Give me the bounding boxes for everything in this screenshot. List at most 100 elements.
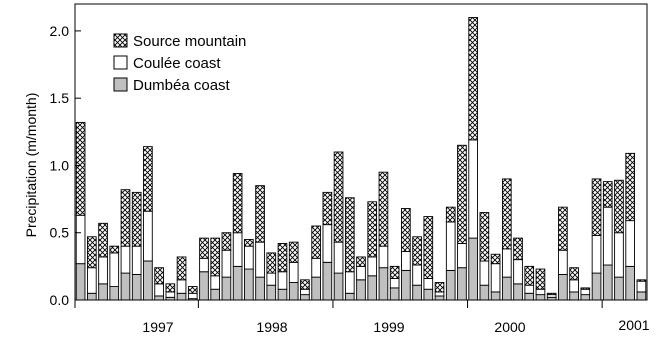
bar-segment-1-20	[300, 288, 310, 296]
bar-segment-1-29	[401, 251, 411, 271]
tick-labels: 0.0 0.5 1.0 1.5 2.0 1997 1998 1999 2000 2001	[50, 23, 650, 335]
bar-segment-1-14	[232, 232, 243, 267]
bar-segment-1-1	[86, 267, 97, 294]
bar-segment-2-24	[344, 197, 355, 273]
bar-segment-2-42	[546, 292, 557, 296]
bar-segment-1-38	[501, 248, 512, 278]
bar-segment-2-4	[120, 189, 131, 247]
bar-segment-2-10	[187, 286, 198, 294]
plot-frame	[74, 3, 648, 301]
bar-segment-2-22	[322, 191, 333, 226]
bar-segment-2-3	[109, 245, 120, 254]
bar-segment-2-34	[457, 144, 467, 244]
bar-segment-0-18	[277, 288, 288, 301]
bar-segment-1-15	[244, 245, 254, 270]
bar-segment-1-7	[154, 283, 164, 297]
bar-segment-1-21	[311, 257, 321, 278]
legend-swatch-2	[113, 33, 128, 48]
bar-segment-2-49	[625, 152, 635, 222]
bar-segment-1-50	[636, 280, 647, 293]
x-tick-label-1998: 1998	[256, 319, 287, 335]
bar-segment-2-17	[266, 252, 277, 274]
bar-segment-1-16	[255, 241, 265, 278]
legend-label-1: Coulée coast	[133, 55, 221, 72]
bar-segment-2-7	[154, 267, 164, 285]
bar-segment-2-8	[165, 283, 176, 293]
bar-segment-0-44	[569, 291, 579, 301]
bar-segment-1-37	[490, 263, 501, 293]
bar-segment-1-39	[513, 259, 523, 285]
bar-segment-0-39	[513, 283, 523, 301]
bar-segment-1-33	[445, 221, 456, 271]
bar-segment-2-33	[445, 206, 456, 223]
bar-segment-2-23	[333, 151, 344, 243]
bar-segment-2-36	[479, 212, 490, 262]
bar-segment-2-15	[244, 238, 254, 247]
legend: Source mountain Coulée coast Dumbéa coast	[109, 23, 285, 99]
bar-segment-0-40	[524, 292, 535, 301]
bar-segment-2-47	[602, 181, 613, 208]
bar-segment-1-26	[367, 256, 378, 277]
bar-segment-2-28	[389, 265, 400, 279]
bar-segment-1-35	[468, 139, 478, 239]
bar-segment-1-48	[614, 232, 624, 278]
bar-segment-0-29	[401, 269, 411, 301]
bar-segment-2-44	[569, 267, 579, 281]
bar-segment-1-17	[266, 272, 277, 286]
bar-segment-0-2	[98, 283, 108, 301]
bar-segment-0-17	[266, 284, 277, 301]
bar-segment-2-32	[434, 282, 445, 293]
bar-segment-0-50	[636, 291, 647, 301]
y-tick-label: 1.5	[50, 90, 70, 106]
bar-segment-0-43	[558, 273, 568, 301]
bar-segment-0-6	[143, 260, 153, 301]
bar-segment-2-12	[210, 237, 221, 277]
bar-segment-2-35	[468, 17, 478, 141]
bar-segment-1-0	[75, 214, 86, 265]
y-tick-label: 0.5	[50, 225, 70, 241]
legend-swatch-1	[113, 55, 128, 70]
bar-segment-2-14	[232, 173, 243, 234]
bar-segment-2-50	[636, 279, 647, 282]
x-tick-label-1997: 1997	[142, 319, 173, 335]
bar-segment-0-32	[434, 295, 445, 301]
bar-segment-2-16	[255, 185, 265, 243]
bar-segment-0-47	[602, 264, 613, 301]
bar-segment-1-24	[344, 271, 355, 294]
bar-segment-0-1	[86, 292, 97, 301]
bar-segment-2-41	[535, 268, 546, 290]
bar-segment-0-20	[300, 294, 310, 301]
bar-segment-2-38	[501, 178, 512, 250]
bar-segment-2-6	[143, 146, 153, 212]
bar-segment-1-45	[580, 288, 591, 296]
y-tick-label: 2.0	[50, 23, 70, 39]
bar-group	[75, 17, 647, 301]
bar-segment-2-30	[412, 236, 422, 266]
bar-segment-2-46	[591, 178, 602, 236]
bar-segment-2-9	[176, 256, 187, 281]
bar-segment-2-18	[277, 243, 288, 273]
bar-segment-0-35	[468, 237, 478, 301]
bar-segment-1-41	[535, 288, 546, 296]
bar-segment-2-45	[580, 287, 591, 290]
bar-segment-0-41	[535, 294, 546, 301]
bar-segment-1-9	[176, 279, 187, 294]
bar-segment-2-13	[221, 232, 232, 251]
bar-segment-1-28	[389, 278, 400, 289]
bar-segment-2-37	[490, 253, 501, 265]
bar-segment-2-11	[199, 237, 209, 259]
bar-segment-0-0	[75, 263, 86, 301]
bar-segment-1-23	[333, 241, 344, 274]
bar-segment-2-43	[558, 206, 568, 251]
bar-segment-0-15	[244, 268, 254, 301]
bar-segment-1-43	[558, 249, 568, 275]
bar-segment-1-30	[412, 264, 422, 286]
bar-segment-2-0	[75, 121, 86, 216]
legend-label-2: Source mountain	[133, 33, 246, 50]
legend-box	[109, 23, 285, 99]
bar-segment-0-13	[221, 276, 232, 301]
bar-segment-0-36	[479, 284, 490, 301]
bar-segment-0-45	[580, 294, 591, 301]
bar-segment-1-8	[165, 291, 176, 298]
